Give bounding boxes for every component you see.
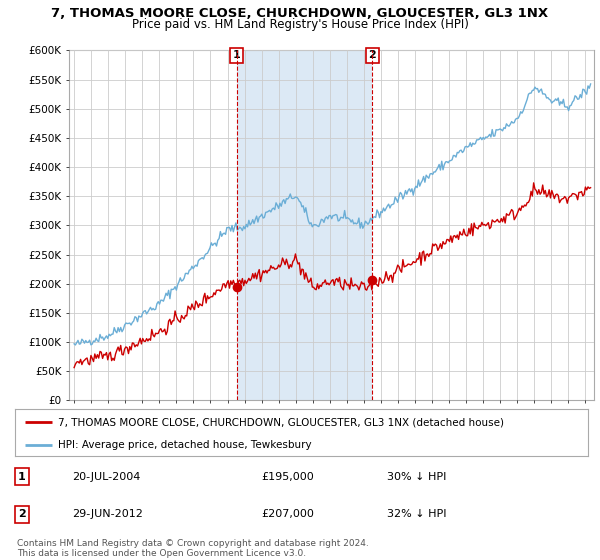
Text: 32% ↓ HPI: 32% ↓ HPI xyxy=(388,510,447,519)
Text: Contains HM Land Registry data © Crown copyright and database right 2024.
This d: Contains HM Land Registry data © Crown c… xyxy=(17,539,368,558)
Text: Price paid vs. HM Land Registry's House Price Index (HPI): Price paid vs. HM Land Registry's House … xyxy=(131,18,469,31)
Text: 30% ↓ HPI: 30% ↓ HPI xyxy=(388,472,447,482)
Text: £195,000: £195,000 xyxy=(262,472,314,482)
Text: 7, THOMAS MOORE CLOSE, CHURCHDOWN, GLOUCESTER, GL3 1NX (detached house): 7, THOMAS MOORE CLOSE, CHURCHDOWN, GLOUC… xyxy=(58,417,504,427)
Text: 2: 2 xyxy=(18,510,26,519)
Text: 1: 1 xyxy=(18,472,26,482)
Text: HPI: Average price, detached house, Tewkesbury: HPI: Average price, detached house, Tewk… xyxy=(58,440,311,450)
Text: 7, THOMAS MOORE CLOSE, CHURCHDOWN, GLOUCESTER, GL3 1NX: 7, THOMAS MOORE CLOSE, CHURCHDOWN, GLOUC… xyxy=(52,7,548,20)
Text: £207,000: £207,000 xyxy=(262,510,314,519)
Bar xyxy=(237,50,372,400)
Text: 29-JUN-2012: 29-JUN-2012 xyxy=(73,510,143,519)
Text: 20-JUL-2004: 20-JUL-2004 xyxy=(73,472,140,482)
Text: 1: 1 xyxy=(233,50,241,60)
Text: 2: 2 xyxy=(368,50,376,60)
